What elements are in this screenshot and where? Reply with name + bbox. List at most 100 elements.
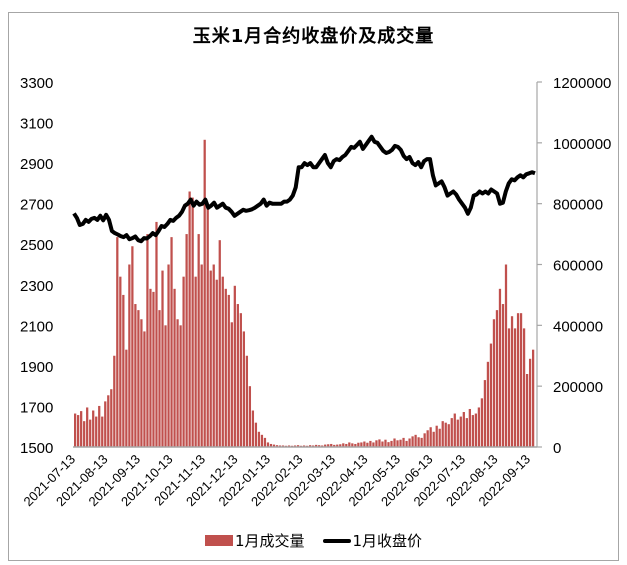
volume-bar [420,437,423,448]
legend-item-price: 1月收盘价 [322,530,422,551]
volume-bar [302,445,306,447]
volume-bar [209,270,212,447]
volume-bar [426,430,429,447]
volume-bar [188,191,191,447]
volume-bar [278,445,282,447]
volume-bar [456,419,459,448]
volume-bar [414,434,417,447]
left-tick-label: 3300 [20,75,53,92]
legend-volume-label: 1月成交量 [234,532,305,550]
volume-bar [164,325,167,447]
volume-bar [203,139,206,448]
volume-bar [155,221,158,447]
volume-bar [507,328,511,448]
volume-bar [233,285,236,447]
volume-bar [504,264,508,447]
volume-bar [170,237,173,447]
volume-bar [417,437,420,447]
volume-bar [260,434,264,447]
volume-bar [98,405,101,447]
volume-bar [408,438,411,447]
volume-bar [324,444,327,447]
volume-bar [450,418,453,447]
volume-bar [465,418,468,447]
volume-bar [131,246,134,447]
volume-bar [327,444,330,447]
volume-bar [173,288,176,447]
left-tick-label: 2700 [20,197,53,214]
volume-bar [128,264,131,447]
volume-bar [83,421,86,447]
volume-bar [137,310,140,448]
volume-bar [275,445,279,447]
volume-bar [95,416,98,447]
volume-bar [339,444,342,447]
volume-bar [330,443,333,447]
volume-bar [342,443,345,447]
volume-bar [101,416,104,447]
volume-bar [498,288,502,447]
volume-bar [372,442,375,447]
volume-bar [77,415,80,447]
line-swatch-icon [322,538,351,543]
volume-bar [345,443,348,447]
right-tick-label: 800000 [553,197,603,214]
bar-swatch-icon [204,535,233,546]
volume-bar [495,310,499,448]
volume-bar [212,264,215,447]
volume-bar [489,343,493,447]
volume-bar [333,444,336,447]
volume-bar [218,240,221,447]
volume-bar [296,445,300,447]
left-tick-label: 2300 [20,278,53,295]
volume-bar [480,398,484,447]
volume-bar [369,440,372,447]
left-tick-label: 2900 [20,156,53,173]
volume-bar [272,444,276,447]
volume-bar [125,349,128,447]
volume-bar [510,316,514,447]
volume-bar [215,279,218,447]
left-tick-label: 1500 [20,440,53,457]
chart-frame [8,12,619,561]
volume-bar [182,276,185,447]
volume-bar [116,237,119,447]
volume-bar [227,294,230,447]
volume-bar [366,442,369,447]
volume-bar [375,440,378,447]
volume-bar [167,264,170,447]
volume-bar [312,445,315,447]
volume-bar [74,413,77,447]
volume-bar [309,445,312,447]
volume-bar [113,355,116,447]
left-tick-label: 2500 [20,237,53,254]
volume-bar [393,438,396,447]
volume-bar [191,197,194,447]
volume-bar [531,349,535,447]
volume-bar [230,322,233,447]
volume-bar [110,389,113,447]
volume-bar [402,437,405,448]
volume-bar [248,386,252,447]
volume-bar [269,443,273,447]
volume-bar [179,325,182,447]
right-axis-labels: 0 200000 400000 600000 800000 1000000 1200000 [553,75,611,457]
volume-bar [89,419,92,448]
volume-bar [447,424,450,447]
right-tick-label: 1200000 [553,75,611,92]
volume-bar [315,444,318,447]
volume-bar [239,313,242,447]
volume-bar [441,421,444,447]
volume-bar [432,431,435,447]
volume-bar [405,440,408,447]
volume-bar [206,203,209,447]
volume-bar [149,288,152,447]
left-axis-labels: 1500 1700 1900 2100 2300 2500 2700 2900 3100 3300 [20,75,53,457]
left-tick-label: 1900 [20,359,53,376]
volume-bar [146,234,149,447]
volume-bar [254,422,258,447]
volume-bar [80,411,83,447]
volume-bar [107,395,110,447]
volume-bar [143,331,146,447]
